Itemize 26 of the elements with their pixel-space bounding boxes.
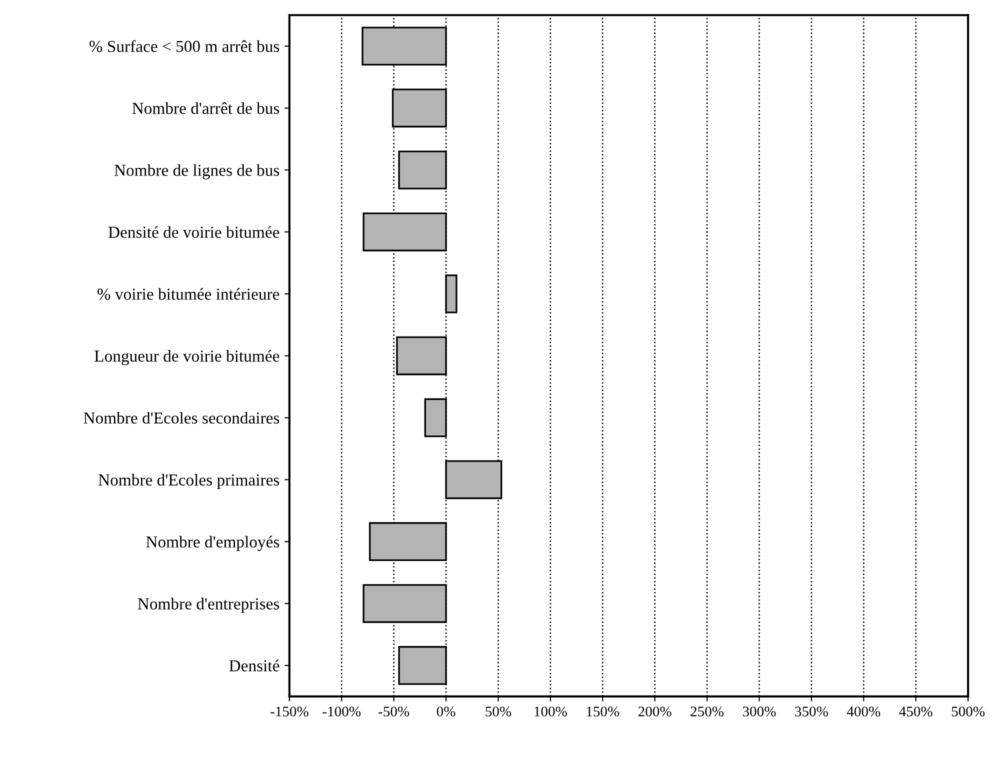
x-tick-label: -100% — [322, 706, 361, 716]
x-tick-label: 50% — [486, 706, 512, 716]
x-tick-label: 400% — [846, 706, 880, 716]
x-tick-label: -50% — [378, 706, 410, 716]
x-tick-label: 0% — [436, 706, 456, 716]
x-tick-label: 150% — [586, 706, 620, 716]
x-tick-label: 500% — [952, 706, 985, 716]
x-tick-label: 450% — [899, 706, 932, 716]
y-tick-label: Nombre d'entreprises — [138, 598, 280, 613]
y-tick-label: Nombre d'Ecoles primaires — [98, 474, 280, 489]
y-tick-label: % voirie bitumée intérieure — [97, 288, 280, 300]
y-tick-label: Nombre d'Ecoles secondaires — [84, 412, 280, 424]
y-tick-label: Nombre d'arrêt de bus — [132, 102, 280, 114]
x-tick-label: 100% — [534, 706, 567, 716]
y-tick-label: Densité de voirie bitumée — [108, 226, 280, 238]
x-tick-label: 250% — [690, 706, 724, 716]
x-tick-label: 200% — [638, 706, 672, 716]
y-tick-label: Longueur de voirie bitumée — [94, 350, 280, 366]
y-tick-label: Densité — [229, 660, 280, 672]
bar — [362, 212, 447, 252]
y-tick-label: Nombre d'employés — [146, 536, 280, 551]
y-tick-label: % Surface < 500 m arrêt bus — [89, 40, 280, 52]
y-tick-label: Nombre de lignes de bus — [114, 164, 280, 180]
x-tick-label: -150% — [270, 706, 308, 716]
x-tick-label: 300% — [742, 706, 776, 716]
x-tick-label: 350% — [795, 706, 828, 716]
